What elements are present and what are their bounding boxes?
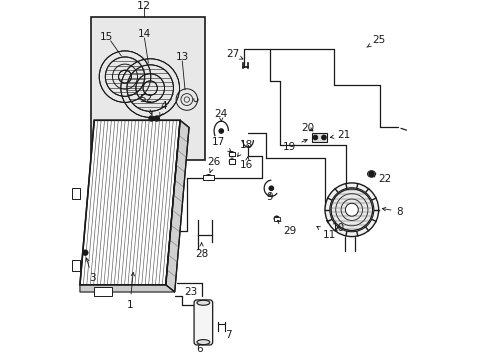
Ellipse shape [367,171,375,177]
Circle shape [219,129,223,133]
Bar [72,260,80,271]
Polygon shape [80,120,180,285]
Text: 25: 25 [366,35,385,47]
Circle shape [229,159,234,164]
Text: 9: 9 [265,192,272,202]
Circle shape [329,188,373,232]
Text: 29: 29 [277,220,296,236]
Circle shape [321,135,325,140]
Circle shape [118,70,131,83]
Text: 3: 3 [85,258,96,283]
Text: 14: 14 [138,29,151,39]
Text: 10: 10 [325,221,345,233]
Text: 13: 13 [175,51,188,62]
Text: 15: 15 [100,32,113,41]
Circle shape [229,152,234,157]
Text: 7: 7 [224,330,231,340]
Text: 8: 8 [382,207,402,216]
Text: 19: 19 [283,139,306,152]
FancyBboxPatch shape [194,300,212,345]
Text: 52: 52 [139,94,152,115]
Circle shape [205,175,211,180]
Bar [228,159,235,163]
Polygon shape [165,120,189,292]
Polygon shape [80,285,174,292]
Bar [312,133,326,142]
Bar [203,175,214,180]
Bar [72,188,80,199]
Text: 18: 18 [237,140,253,156]
Circle shape [325,183,378,237]
Circle shape [268,186,273,190]
Bar [228,152,235,157]
Text: 4: 4 [160,102,167,117]
Bar [273,216,279,221]
Text: 20: 20 [301,123,314,133]
Circle shape [154,116,159,121]
Text: 24: 24 [214,108,227,121]
Text: 22: 22 [372,174,391,184]
Text: 17: 17 [211,137,231,152]
Bar [90,17,205,159]
Text: 1: 1 [126,273,134,310]
Circle shape [184,97,189,102]
Text: 21: 21 [330,130,350,140]
Text: 12: 12 [137,1,151,11]
Circle shape [274,216,279,221]
Ellipse shape [197,300,209,305]
Circle shape [345,203,358,216]
Bar [94,287,112,296]
Text: 16: 16 [240,157,253,170]
Text: 23: 23 [184,287,197,297]
Text: 28: 28 [195,243,208,259]
Circle shape [143,81,157,95]
Circle shape [312,135,317,140]
Text: 27: 27 [225,49,243,59]
Text: 26: 26 [207,157,220,172]
Circle shape [149,116,154,121]
Text: 11: 11 [316,226,336,240]
Circle shape [82,250,88,255]
Text: 6: 6 [196,344,203,354]
Circle shape [368,171,373,176]
Ellipse shape [197,339,209,345]
